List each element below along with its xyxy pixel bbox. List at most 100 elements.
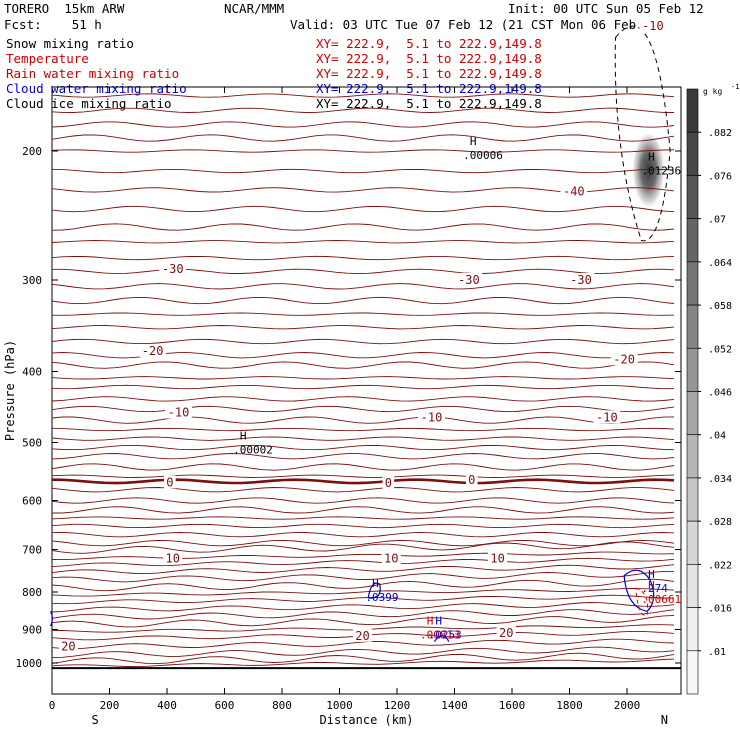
snow-maximum-shading (631, 134, 666, 215)
isotherm-line (51, 296, 675, 305)
x-tick-label: 1000 (326, 699, 353, 712)
temperature-label: 0 (385, 476, 392, 490)
isotherm-line (51, 523, 675, 529)
x-tick-label: 1400 (441, 699, 468, 712)
isotherm-line (51, 646, 675, 659)
field-name-0: Snow mixing ratio (6, 36, 134, 51)
colorbar-label: .076 (708, 171, 732, 182)
temperature-label-bg (163, 551, 183, 565)
isotherm-line (51, 658, 675, 668)
isotherm-line (51, 361, 675, 369)
temperature-label-bg (418, 410, 445, 424)
isotherm-line (51, 255, 675, 261)
snow-shading (631, 134, 666, 215)
isotherm-line (51, 416, 675, 424)
isotherm-line (51, 338, 675, 345)
isotherm-line (51, 602, 675, 613)
x-tick-label: 1200 (384, 699, 411, 712)
field-name-1: Temperature (6, 51, 89, 66)
isotherm-line (51, 516, 675, 520)
colorbar-swatch (686, 391, 699, 436)
x-axis-title: Distance (km) (320, 713, 414, 727)
maximum-marker: H (648, 568, 655, 581)
temperature-label-bg (352, 628, 373, 642)
isotherm-line (51, 588, 675, 597)
isotherm-line (51, 240, 675, 244)
colorbar-label: .058 (708, 301, 732, 312)
maximum-marker: H (435, 615, 442, 628)
isotherm-line (51, 405, 675, 413)
temperature-label: -10 (596, 410, 618, 424)
isotherm-line (51, 539, 675, 547)
colorbar-label: .04 (708, 431, 726, 442)
isotherm-line (51, 551, 675, 561)
isotherm-line (51, 609, 675, 620)
maximum-marker: H (470, 135, 477, 148)
colorbar-swatch (686, 650, 699, 695)
colorbar-swatch (686, 218, 699, 263)
isotherm-line (51, 487, 675, 493)
temperature-label-bg (159, 262, 187, 276)
colorbar-label: .07 (708, 215, 726, 226)
valid-time: Valid: 03 UTC Tue 07 Feb 12 (21 CST Mon … (290, 17, 667, 32)
isotherm-line (51, 149, 675, 153)
cloud-water-contour (433, 634, 450, 642)
isotherm-line (51, 168, 675, 174)
axes: 0 200 400 600 800 1000 1200 1400 1600 1800 2000200… (3, 87, 681, 727)
isotherm-line (51, 652, 675, 665)
colorbar-unit-exponent: -1 (731, 83, 739, 91)
temperature-label-bg (639, 18, 667, 32)
maximum-marker: H (427, 615, 434, 628)
x-tick-label: 800 (272, 699, 292, 712)
isotherm-line (51, 444, 675, 451)
x-tick-label: 2000 (614, 699, 641, 712)
x-tick-label: 0 (49, 699, 56, 712)
org-title: NCAR/MMM (224, 1, 285, 16)
colorbar-swatch (686, 520, 699, 565)
colorbar-label: .046 (708, 388, 732, 399)
temperature-label-bg (164, 475, 176, 489)
temperature-label: -10 (421, 410, 443, 424)
colorbar-swatch (686, 564, 699, 608)
colorbar-unit: g kg (703, 87, 722, 96)
x-axis-right-end: N (661, 713, 668, 727)
zero-isotherm (51, 478, 675, 485)
temperature-label-bg (58, 639, 78, 653)
plot-border (51, 86, 682, 695)
temperature-label: -20 (613, 352, 635, 366)
y-tick-label: 1000 (16, 657, 43, 670)
colorbar-label: .022 (708, 560, 732, 571)
temperature-label-bg (381, 551, 401, 565)
isotherm-line (51, 134, 675, 142)
colorbar-swatch (686, 304, 699, 349)
field-xy-2: XY= 222.9, 5.1 to 222.9,149.8 (316, 66, 542, 81)
temperature-label: 20 (61, 640, 75, 654)
y-tick-label: 400 (22, 366, 42, 379)
temperature-label-bg (560, 184, 588, 198)
isotherm-line (51, 325, 675, 330)
isotherm-line (51, 283, 675, 290)
temperature-label: 20 (499, 626, 513, 640)
temperature-label-bg (593, 410, 621, 424)
isotherm-line (51, 541, 675, 554)
colorbar-swatch (686, 477, 699, 522)
forecast-hour: Fcst: 51 h (4, 17, 102, 32)
x-tick-label: 600 (215, 699, 235, 712)
maximum-value: .00002 (233, 444, 273, 457)
isotherm-line (51, 436, 675, 441)
temperature-label: 10 (384, 551, 398, 565)
isotherm-line (51, 531, 675, 538)
init-time: Init: 00 UTC Sun 05 Feb 12 (508, 1, 704, 16)
y-tick-label: 600 (22, 494, 42, 507)
isotherm-line (51, 205, 675, 213)
isotherm-line (51, 474, 675, 478)
contour-labels: -10 -40 -30 -30 -30 -20 -20 -10 -10 -10 0 0 0 10 10 10 2… (58, 18, 681, 654)
temperature-label: -30 (570, 273, 592, 287)
plot-frame (51, 86, 682, 695)
x-axis-left-end: S (92, 713, 99, 727)
isotherm-line (51, 570, 674, 583)
temperature-label: -40 (563, 184, 585, 198)
colorbar-swatch (686, 434, 699, 479)
isotherm-line (51, 107, 675, 113)
